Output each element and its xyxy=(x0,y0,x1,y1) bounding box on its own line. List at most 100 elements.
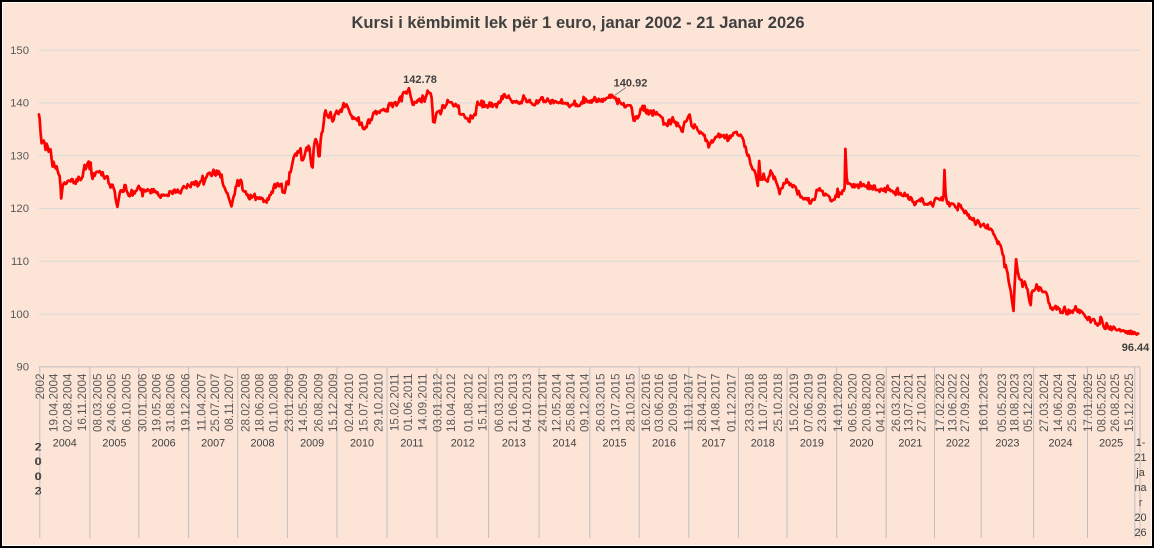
svg-text:2021: 2021 xyxy=(898,438,922,450)
svg-text:15.07.2010: 15.07.2010 xyxy=(357,373,370,432)
svg-text:0: 0 xyxy=(36,471,42,483)
svg-text:25.10.2018: 25.10.2018 xyxy=(772,374,785,433)
svg-text:2016: 2016 xyxy=(652,438,676,450)
svg-text:13.07.2015: 13.07.2015 xyxy=(610,373,623,432)
svg-text:24.06.2005: 24.06.2005 xyxy=(105,373,118,432)
svg-text:15.12.2009: 15.12.2009 xyxy=(327,374,340,433)
svg-text:11.04.2007: 11.04.2007 xyxy=(195,374,208,432)
svg-text:21: 21 xyxy=(1134,452,1146,464)
svg-text:03.01.2012: 03.01.2012 xyxy=(432,374,445,433)
svg-text:r: r xyxy=(1139,497,1143,509)
svg-text:2022: 2022 xyxy=(946,438,970,450)
svg-text:01.12.2017: 01.12.2017 xyxy=(725,374,738,433)
svg-text:2012: 2012 xyxy=(451,438,475,450)
svg-text:16.11.2004: 16.11.2004 xyxy=(76,373,89,431)
svg-text:14.05.2009: 14.05.2009 xyxy=(297,374,310,433)
svg-text:19.12.2006: 19.12.2006 xyxy=(179,374,192,433)
svg-text:20.08.2020: 20.08.2020 xyxy=(861,373,874,432)
svg-text:01.10.2008: 01.10.2008 xyxy=(267,374,280,433)
svg-text:2006: 2006 xyxy=(152,438,176,450)
svg-text:01.08.2012: 01.08.2012 xyxy=(463,373,476,432)
svg-text:07.06.2019: 07.06.2019 xyxy=(802,374,815,433)
svg-text:100: 100 xyxy=(10,309,29,321)
svg-text:13.06.2022: 13.06.2022 xyxy=(947,374,960,433)
svg-text:26: 26 xyxy=(1134,527,1146,539)
svg-text:2: 2 xyxy=(35,486,41,498)
svg-text:3: 3 xyxy=(36,486,42,498)
svg-text:18.04.2012: 18.04.2012 xyxy=(445,374,458,433)
svg-text:28.04.2017: 28.04.2017 xyxy=(696,374,709,433)
svg-text:08.11.2007: 08.11.2007 xyxy=(223,374,236,432)
svg-text:120: 120 xyxy=(10,203,29,215)
svg-text:13.07.2021: 13.07.2021 xyxy=(902,374,915,433)
svg-text:2: 2 xyxy=(35,441,41,453)
svg-text:02.08.2004: 02.08.2004 xyxy=(61,373,74,432)
svg-text:12.05.2014: 12.05.2014 xyxy=(550,373,563,432)
svg-text:23.03.2018: 23.03.2018 xyxy=(743,374,756,433)
svg-text:25.07.2007: 25.07.2007 xyxy=(209,374,222,433)
svg-text:Kursi i këmbimit lek për 1 eur: Kursi i këmbimit lek për 1 euro, janar 2… xyxy=(351,14,804,32)
svg-text:20.09.2016: 20.09.2016 xyxy=(667,374,680,433)
svg-text:30.01.2006: 30.01.2006 xyxy=(136,374,149,433)
svg-text:05.12.2023: 05.12.2023 xyxy=(1022,374,1035,433)
svg-text:28.10.2015: 28.10.2015 xyxy=(624,373,637,432)
svg-text:17.01.2025: 17.01.2025 xyxy=(1082,373,1095,432)
svg-text:27.03.2024: 27.03.2024 xyxy=(1038,373,1051,432)
svg-text:26.03.2021: 26.03.2021 xyxy=(890,374,903,433)
svg-text:15.12.2025: 15.12.2025 xyxy=(1123,373,1136,432)
svg-text:2013: 2013 xyxy=(502,438,526,450)
svg-text:11.01.2017: 11.01.2017 xyxy=(683,374,696,432)
svg-text:26.08.2009: 26.08.2009 xyxy=(313,374,326,433)
svg-text:2004: 2004 xyxy=(53,438,77,450)
svg-text:17.02.2022: 17.02.2022 xyxy=(934,374,947,433)
svg-text:2002: 2002 xyxy=(34,374,47,400)
svg-text:150: 150 xyxy=(10,45,29,57)
svg-text:18.08.2023: 18.08.2023 xyxy=(1009,374,1022,433)
svg-text:19.05.2006: 19.05.2006 xyxy=(151,374,164,433)
svg-text:05.05.2023: 05.05.2023 xyxy=(996,374,1009,433)
svg-text:2019: 2019 xyxy=(800,438,824,450)
svg-text:09.12.2014: 09.12.2014 xyxy=(579,373,592,432)
svg-text:2018: 2018 xyxy=(751,438,775,450)
svg-text:18.06.2008: 18.06.2008 xyxy=(253,374,266,433)
svg-text:2025: 2025 xyxy=(1099,438,1123,450)
svg-text:0: 0 xyxy=(35,456,41,468)
svg-text:0: 0 xyxy=(36,456,42,468)
svg-text:ja: ja xyxy=(1135,467,1144,479)
svg-text:19.04.2004: 19.04.2004 xyxy=(48,373,61,432)
svg-text:15.02.2019: 15.02.2019 xyxy=(788,374,801,433)
svg-text:0: 0 xyxy=(35,471,41,483)
svg-text:04.12.2020: 04.12.2020 xyxy=(874,373,887,432)
svg-text:28.02.2008: 28.02.2008 xyxy=(239,374,252,433)
svg-text:26.08.2025: 26.08.2025 xyxy=(1109,373,1122,432)
svg-text:03.06.2016: 03.06.2016 xyxy=(653,374,666,433)
svg-text:16.02.2016: 16.02.2016 xyxy=(640,374,653,433)
svg-text:2005: 2005 xyxy=(102,438,126,450)
svg-text:2010: 2010 xyxy=(350,438,374,450)
svg-text:16.01.2023: 16.01.2023 xyxy=(978,373,991,432)
svg-text:14.09.2011: 14.09.2011 xyxy=(416,374,429,432)
svg-text:96.44: 96.44 xyxy=(1122,342,1150,354)
svg-text:15.11.2012: 15.11.2012 xyxy=(477,374,490,432)
svg-text:24.01.2014: 24.01.2014 xyxy=(537,373,550,432)
svg-text:26.03.2015: 26.03.2015 xyxy=(594,373,607,432)
svg-text:25.08.2014: 25.08.2014 xyxy=(564,373,577,432)
svg-text:2014: 2014 xyxy=(552,438,576,450)
svg-text:29.10.2010: 29.10.2010 xyxy=(372,373,385,432)
svg-text:21.06.2013: 21.06.2013 xyxy=(507,374,520,433)
svg-text:25.09.2024: 25.09.2024 xyxy=(1066,373,1079,432)
svg-text:2015: 2015 xyxy=(602,438,626,450)
svg-text:na: na xyxy=(1134,482,1146,494)
svg-text:15.02.2011: 15.02.2011 xyxy=(388,374,401,432)
svg-text:2009: 2009 xyxy=(300,438,324,450)
svg-text:140: 140 xyxy=(10,98,29,110)
svg-text:08.03.2005: 08.03.2005 xyxy=(92,373,105,432)
svg-text:31.08.2006: 31.08.2006 xyxy=(165,374,178,433)
svg-text:2008: 2008 xyxy=(250,438,274,450)
svg-text:2017: 2017 xyxy=(702,438,726,450)
svg-text:14.06.2024: 14.06.2024 xyxy=(1052,373,1065,432)
svg-text:06.03.2013: 06.03.2013 xyxy=(493,374,506,433)
svg-text:2020: 2020 xyxy=(849,438,873,450)
svg-text:140.92: 140.92 xyxy=(614,78,648,90)
svg-text:27.10.2021: 27.10.2021 xyxy=(915,374,928,433)
